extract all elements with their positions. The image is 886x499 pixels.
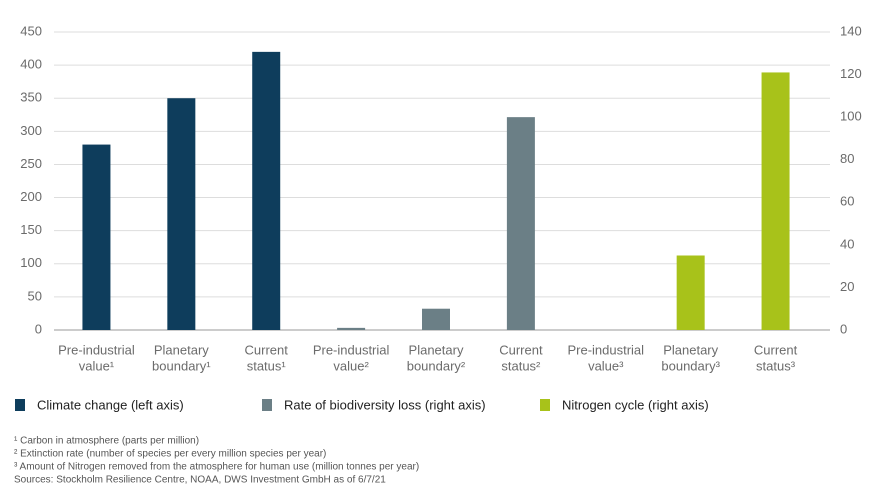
x-tick-label: status² (501, 358, 541, 373)
y2-tick-label: 0 (840, 321, 847, 336)
y2-tick-label: 120 (840, 66, 862, 81)
x-tick-label: Current (754, 342, 798, 357)
x-tick-label: Current (499, 342, 543, 357)
x-tick-label: value² (333, 358, 369, 373)
x-tick-label: Planetary (409, 342, 464, 357)
x-tick-label: boundary¹ (152, 358, 211, 373)
x-tick-label: status³ (756, 358, 796, 373)
legend-swatch (262, 399, 272, 411)
y-tick-label: 250 (20, 156, 42, 171)
footnote: ¹ Carbon in atmosphere (parts per millio… (14, 436, 199, 447)
y2-tick-label: 60 (840, 194, 854, 209)
y-tick-label: 350 (20, 90, 42, 105)
x-tick-label: status¹ (247, 358, 287, 373)
y-tick-label: 50 (28, 288, 42, 303)
y2-tick-label: 80 (840, 151, 854, 166)
bar (676, 255, 705, 330)
legend-label: Nitrogen cycle (right axis) (562, 397, 709, 412)
bar (761, 72, 790, 330)
bar (82, 144, 111, 330)
bar (337, 327, 366, 330)
x-tick-label: boundary³ (661, 358, 720, 373)
x-tick-label: Pre-industrial (567, 342, 644, 357)
bar (506, 117, 535, 331)
x-tick-label: Planetary (663, 342, 718, 357)
footnote: ² Extinction rate (number of species per… (14, 449, 326, 460)
y-tick-label: 200 (20, 189, 42, 204)
y2-tick-label: 140 (840, 23, 862, 38)
footnote: ³ Amount of Nitrogen removed from the at… (14, 462, 419, 473)
x-tick-label: Current (245, 342, 289, 357)
y-tick-label: 450 (20, 23, 42, 38)
footnote: Sources: Stockholm Resilience Centre, NO… (14, 475, 386, 486)
x-tick-label: Pre-industrial (313, 342, 390, 357)
y-tick-label: 150 (20, 222, 42, 237)
y2-tick-label: 20 (840, 279, 854, 294)
y2-tick-label: 40 (840, 236, 854, 251)
x-tick-label: boundary² (407, 358, 466, 373)
legend-swatch (15, 399, 25, 411)
y-tick-label: 0 (35, 321, 42, 336)
legend-swatch (540, 399, 550, 411)
x-tick-label: Planetary (154, 342, 209, 357)
bar (167, 98, 196, 330)
legend-label: Climate change (left axis) (37, 397, 184, 412)
y-tick-label: 100 (20, 255, 42, 270)
y-tick-label: 300 (20, 123, 42, 138)
y-tick-label: 400 (20, 57, 42, 72)
x-tick-label: value¹ (79, 358, 115, 373)
y2-tick-label: 100 (840, 109, 862, 124)
x-tick-label: Pre-industrial (58, 342, 135, 357)
x-tick-label: value³ (588, 358, 624, 373)
legend-label: Rate of biodiversity loss (right axis) (284, 397, 486, 412)
bar (422, 308, 450, 330)
bar (252, 51, 281, 330)
